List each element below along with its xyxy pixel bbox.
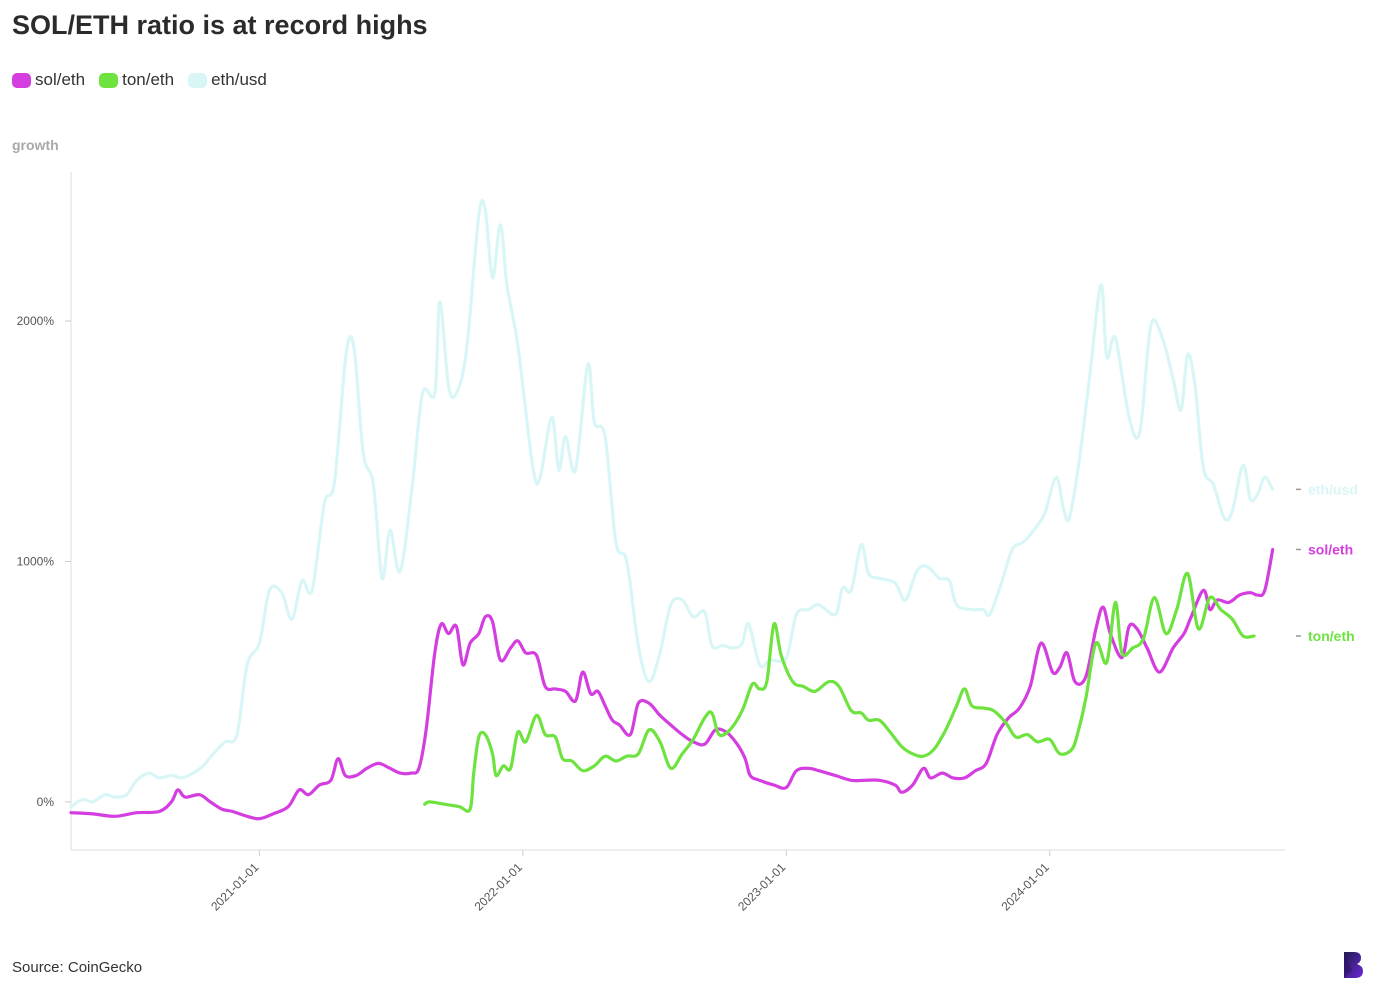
x-ticks: 2021-01-01 2022-01-01 2023-01-01 2024-01-01 [208, 850, 1052, 914]
legend: sol/eth ton/eth eth/usd [12, 70, 267, 90]
legend-item-sol-eth[interactable]: sol/eth [12, 70, 85, 90]
x-tick-label: 2021-01-01 [208, 860, 262, 914]
legend-label-ton-eth: ton/eth [122, 70, 175, 89]
y-ticks: 0% 1000% 2000% [17, 314, 71, 809]
source-note: Source: CoinGecko [12, 959, 143, 976]
end-label-sol-eth: sol/eth [1308, 541, 1353, 557]
legend-label-eth-usd: eth/usd [211, 70, 267, 89]
x-tick-label: 2022-01-01 [472, 860, 526, 914]
x-tick-label: 2024-01-01 [999, 860, 1053, 914]
end-label-eth-usd: eth/usd [1308, 481, 1358, 497]
series-line-eth-usd [69, 198, 1275, 809]
legend-label-sol-eth: sol/eth [35, 70, 86, 89]
y-tick-label: 0% [37, 795, 55, 809]
chart-title: SOL/ETH ratio is at record highs [12, 10, 428, 40]
legend-swatch-sol-eth [12, 72, 31, 88]
series-line-sol-eth [69, 547, 1275, 821]
y-axis-title: growth [12, 137, 59, 153]
legend-swatch-ton-eth [99, 72, 119, 88]
brand-logo-icon [1344, 952, 1363, 978]
end-labels: eth/usd sol/eth ton/eth [1296, 481, 1358, 644]
legend-item-eth-usd[interactable]: eth/usd [188, 70, 267, 90]
series-lines [69, 198, 1275, 821]
legend-item-ton-eth[interactable]: ton/eth [99, 70, 174, 90]
x-tick-label: 2023-01-01 [735, 860, 789, 914]
y-tick-label: 1000% [17, 554, 55, 568]
series-line-ton-eth [423, 571, 1256, 813]
legend-swatch-eth-usd [188, 72, 208, 88]
y-tick-label: 2000% [17, 314, 55, 328]
end-label-ton-eth: ton/eth [1308, 628, 1355, 644]
